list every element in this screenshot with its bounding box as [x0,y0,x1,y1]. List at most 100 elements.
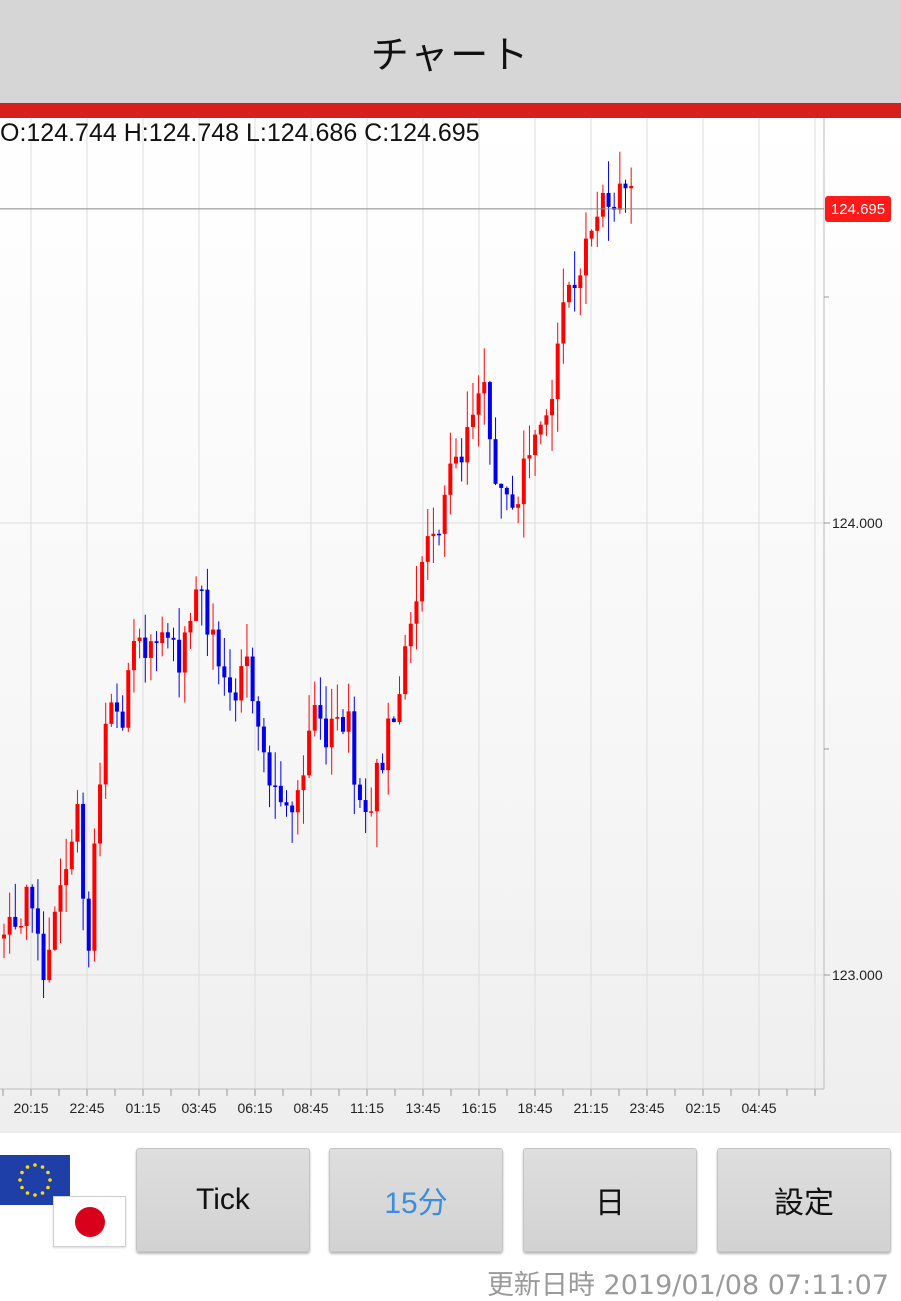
ohlc-readout: O:124.744 H:124.748 L:124.686 C:124.695 [0,119,480,147]
updated-label: 更新日時 [486,1270,595,1301]
candle-body [244,656,249,667]
candle-body [510,494,515,508]
candle [148,634,153,681]
candle-body [578,275,583,289]
eu-star [40,1191,45,1195]
candle-body [324,718,329,748]
candle [312,681,317,737]
candle [470,382,475,439]
eu-stars-icon [18,1163,52,1197]
candle-body [572,284,577,289]
candle-body [86,898,91,951]
eu-star [33,1193,37,1197]
candle-body [261,726,266,753]
candle [64,838,69,913]
time-tick-label: 23:45 [629,1100,664,1116]
candle-body [284,802,289,806]
candle [476,375,481,447]
candlestick-chart[interactable]: 123.000 124.000 20:15 22:45 01:15 03:45 06:15… [0,118,901,1133]
candle-body [239,666,244,701]
candle-body [199,589,204,591]
candle-body [335,717,340,719]
candles [2,151,634,999]
candle-body [391,718,396,723]
candle-body [18,925,23,928]
time-tick-label: 21:15 [573,1100,608,1116]
candle-body [595,216,600,231]
candle-body [222,666,227,678]
candle-body [109,702,114,724]
candle-body [476,393,481,415]
candle-body [380,762,385,771]
candle-body [504,487,509,495]
settings-button[interactable]: 設定 [717,1148,891,1252]
candle-body [126,670,131,728]
timeframe-day-button[interactable]: 日 [523,1148,697,1252]
candle-body [228,677,232,693]
candle-body [442,494,447,534]
candle [555,322,560,432]
currency-pair-selector[interactable] [0,1155,130,1255]
updated-timestamp: 更新日時 2019/01/08 07:11:07 [487,1263,889,1301]
candle-body [75,803,80,842]
candle-body [177,639,182,673]
candle-body [98,784,103,844]
japan-flag-icon[interactable] [53,1196,126,1247]
candle-body [487,382,492,440]
candle [408,612,413,664]
timeframe-15min-button[interactable]: 15分 [329,1148,503,1252]
candle [239,649,244,713]
candle-body [267,752,272,786]
candle-body [165,632,170,638]
candle [363,778,368,834]
app-header: チャート [0,0,901,103]
candle [103,702,108,799]
candle-body [369,811,374,813]
candle-body [465,427,470,463]
candle [567,281,571,308]
candle-body [233,692,238,701]
tick-button[interactable]: Tick [136,1148,310,1252]
candle [92,828,97,962]
candle-body [363,800,368,813]
candle [35,879,40,961]
candle-body [7,916,12,935]
candle-body [256,701,261,727]
candle [550,379,555,451]
candle [617,151,622,214]
candle-body [623,183,628,189]
candle-body [148,641,153,658]
candle-body [103,723,108,785]
candle [131,619,136,693]
candle-body [216,629,221,667]
candle-body [30,886,35,909]
candle-body [41,933,46,981]
candle [341,709,345,735]
candle [273,752,278,819]
candle [13,883,18,930]
candle-body [92,843,97,951]
candle [583,212,588,304]
candle-body [493,439,498,484]
controls-panel: Tick 15分 日 設定 更新日時 2019/01/08 07:11:07 [0,1133,901,1301]
candle-body [52,911,57,950]
candle-body [550,399,555,416]
candle-body [64,869,69,886]
candle-body [171,637,176,640]
candle-body [2,934,6,939]
candle-body [470,414,475,428]
candle [284,790,289,817]
candle [301,755,306,824]
eu-star [48,1178,52,1182]
candle [578,268,583,316]
candle [544,409,549,437]
eu-star [46,1185,50,1190]
candle-body [24,886,29,926]
candle [18,918,23,934]
candle-body [211,629,216,635]
candle [137,628,142,659]
chart-canvas[interactable]: 123.000 124.000 20:15 22:45 01:15 03:45 06:15… [0,118,901,1133]
candle-body [329,718,334,748]
candle [58,858,63,943]
eu-star [25,1191,30,1195]
